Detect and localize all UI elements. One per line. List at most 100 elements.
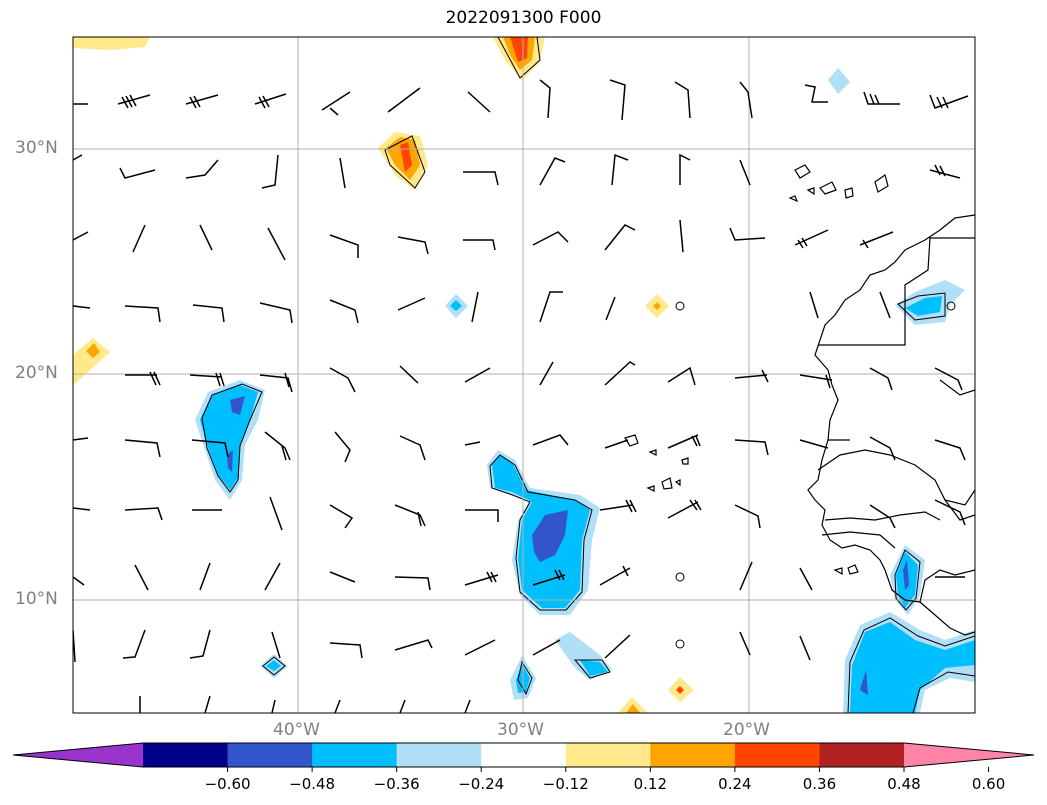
colorbar-extend-low	[13, 743, 143, 767]
colorbar-tick-label: −0.48	[289, 775, 335, 793]
wind-barb	[934, 367, 963, 391]
wind-barb	[734, 439, 769, 456]
wind-barb	[124, 507, 163, 521]
wind-barb	[387, 87, 421, 113]
wind-barb	[609, 79, 626, 121]
wind-barb	[464, 699, 471, 713]
wind-barb	[667, 434, 701, 449]
wind-barb	[124, 305, 161, 323]
wind-barb	[605, 296, 616, 321]
plot-frame	[72, 36, 976, 714]
wind-barb	[604, 634, 631, 659]
lat-label-30n: 30°N	[15, 138, 58, 158]
colorbar-tick-label: −0.12	[543, 775, 589, 793]
wind-barb	[399, 365, 419, 384]
positive-anomaly-region	[73, 338, 110, 385]
wind-barb	[465, 509, 499, 522]
wind-barb	[399, 699, 406, 713]
wind-barb	[869, 367, 893, 391]
wind-barb	[269, 496, 283, 531]
border-line	[821, 531, 896, 549]
wind-barb	[334, 699, 341, 713]
wind-barb	[119, 167, 156, 179]
map-grid	[73, 37, 975, 713]
contour-line	[946, 301, 956, 311]
wind-barb	[467, 91, 491, 113]
colorbar-tick-label: 0.36	[803, 775, 836, 793]
wind-barb	[329, 504, 354, 529]
positive-anomaly-region	[86, 343, 100, 358]
colorbar-tick-label: 0.24	[718, 775, 751, 793]
wind-barb	[397, 236, 429, 255]
positive-anomaly-region	[73, 37, 150, 50]
negative-anomaly-region	[227, 450, 233, 472]
negative-anomaly-region	[580, 660, 608, 676]
lat-label-10n: 10°N	[15, 589, 58, 609]
wind-barb	[799, 439, 829, 449]
wind-barb	[604, 361, 636, 386]
wind-barb	[125, 371, 161, 386]
contour-line	[201, 383, 263, 493]
wind-barb	[122, 629, 146, 659]
wind-barb	[739, 561, 753, 591]
contour-line	[384, 135, 426, 189]
wind-barb	[189, 629, 211, 659]
border-line	[817, 449, 975, 521]
wind-barb	[679, 153, 691, 185]
contour-lines	[201, 37, 975, 713]
positive-anomaly-region	[626, 704, 640, 713]
colorbar-tick-label: 0.60	[972, 775, 1005, 793]
wind-barb	[863, 91, 900, 105]
wind-barb	[934, 439, 966, 461]
border-line	[824, 511, 941, 521]
colorbar-tick-label: −0.24	[458, 775, 504, 793]
wind-barb	[394, 639, 433, 651]
anomaly-shading	[73, 37, 975, 713]
wind-barb	[73, 231, 89, 241]
colorbar-segment	[227, 743, 313, 767]
wind-barb	[134, 564, 149, 591]
island	[806, 187, 815, 196]
wind-barb	[73, 305, 91, 309]
wind-barb	[464, 441, 481, 446]
colorbar-extend-high	[904, 743, 1034, 767]
wind-barb	[599, 565, 631, 586]
wind-barb	[667, 366, 696, 386]
wind-barb	[539, 291, 563, 323]
wind-barb	[539, 157, 566, 186]
island	[794, 164, 811, 179]
colorbar-outline	[12, 742, 1035, 768]
island	[847, 564, 859, 575]
lon-label-20w: 20°W	[723, 720, 770, 740]
wind-barb	[464, 571, 499, 586]
island	[833, 567, 843, 576]
island	[646, 485, 655, 492]
wind-barb	[604, 224, 636, 251]
wind-barb	[329, 234, 359, 258]
wind-barb	[532, 434, 569, 446]
contour-line	[497, 37, 541, 79]
wind-barb	[191, 439, 229, 458]
wind-barb	[539, 361, 554, 386]
contour-line	[897, 292, 946, 321]
negative-anomaly-region	[920, 678, 975, 713]
wind-barb	[611, 153, 629, 186]
lon-label-40w: 40°W	[273, 720, 320, 740]
wind-barb	[667, 499, 702, 519]
wind-barb	[799, 567, 813, 591]
colorbar-segment	[819, 743, 905, 767]
contour-line	[675, 572, 685, 582]
wind-barb	[73, 507, 91, 511]
wind-barb	[929, 94, 969, 109]
wind-barb	[399, 435, 426, 461]
wind-barb	[73, 154, 83, 161]
wind-barb	[132, 224, 146, 253]
negative-anomaly-region	[230, 396, 245, 415]
coastlines	[624, 164, 975, 636]
africa-coastline	[807, 214, 975, 636]
wind-barb	[199, 224, 213, 251]
wind-barb	[73, 576, 85, 586]
wind-barb	[799, 635, 811, 661]
negative-anomaly-region	[860, 670, 868, 695]
